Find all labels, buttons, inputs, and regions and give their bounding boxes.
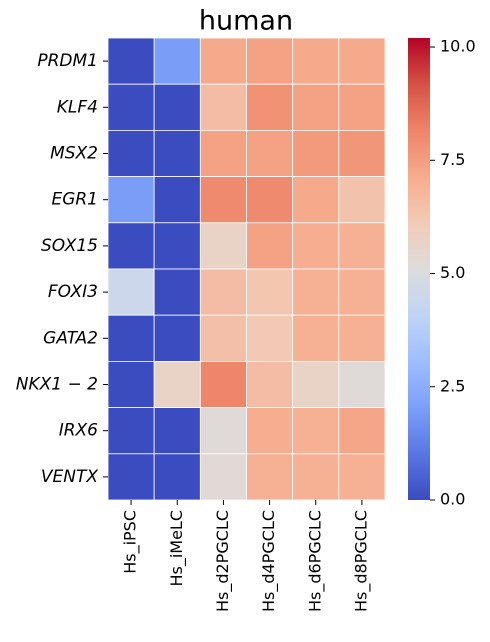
heatmap-cell — [292, 222, 340, 270]
heatmap-cell — [292, 176, 340, 224]
heatmap-cell — [246, 360, 294, 408]
heatmap-cell — [153, 129, 201, 177]
heatmap-cell — [107, 176, 155, 224]
row-label: FOXI3 — [48, 282, 98, 302]
column-label: Hs_d4PGCLC — [259, 510, 279, 612]
heatmap-cell — [107, 129, 155, 177]
heatmap-cell — [338, 407, 386, 455]
heatmap-cell — [199, 268, 247, 316]
heatmap-cell — [199, 360, 247, 408]
row-label: VENTX — [41, 467, 98, 487]
heatmap-cell — [153, 37, 201, 85]
heatmap-cell — [338, 129, 386, 177]
heatmap-cell — [153, 222, 201, 270]
heatmap-cell — [246, 222, 294, 270]
heatmap-cell — [107, 37, 155, 85]
row-label: GATA2 — [43, 328, 98, 348]
column-label: Hs_iPSC — [121, 510, 141, 574]
column-label: Hs_d2PGCLC — [213, 510, 233, 612]
heatmap-cell — [292, 360, 340, 408]
heatmap-cell — [199, 314, 247, 362]
heatmap-cell — [292, 453, 340, 501]
row-label: IRX6 — [59, 421, 98, 441]
heatmap-cell — [107, 314, 155, 362]
heatmap-cell — [107, 453, 155, 501]
heatmap-cell — [153, 407, 201, 455]
heatmap-cell — [246, 453, 294, 501]
colorbar — [408, 38, 430, 500]
heatmap-cell — [199, 176, 247, 224]
heatmap-cell — [246, 129, 294, 177]
colorbar-tick-label: 0.0 — [440, 490, 465, 509]
heatmap-cell — [292, 407, 340, 455]
heatmap-cell — [107, 268, 155, 316]
heatmap-cell — [338, 360, 386, 408]
heatmap-cell — [199, 37, 247, 85]
heatmap-cell — [153, 176, 201, 224]
heatmap-cell — [107, 222, 155, 270]
heatmap-cell — [292, 268, 340, 316]
heatmap-cell — [153, 453, 201, 501]
heatmap-cell — [292, 314, 340, 362]
heatmap-cell — [199, 407, 247, 455]
row-label: PRDM1 — [37, 51, 98, 71]
row-label: SOX15 — [41, 236, 98, 256]
column-label: Hs_d8PGCLC — [351, 510, 371, 612]
heatmap-cell — [107, 407, 155, 455]
heatmap-cell — [338, 176, 386, 224]
heatmap-cell — [153, 268, 201, 316]
heatmap-cell — [199, 83, 247, 131]
heatmap-cell — [338, 37, 386, 85]
row-label: NKX1 − 2 — [16, 375, 98, 395]
heatmap-cell — [246, 407, 294, 455]
heatmap-cell — [338, 83, 386, 131]
heatmap-cell — [338, 222, 386, 270]
heatmap-cell — [153, 314, 201, 362]
column-label: Hs_iMeLC — [167, 510, 187, 587]
heatmap-cell — [292, 37, 340, 85]
heatmap-cell — [246, 83, 294, 131]
heatmap-cell — [338, 314, 386, 362]
heatmap-cell — [292, 129, 340, 177]
heatmap-cell — [153, 360, 201, 408]
heatmap-cell — [246, 268, 294, 316]
heatmap-cell — [246, 37, 294, 85]
heatmap-cell — [338, 453, 386, 501]
heatmap-cell — [199, 222, 247, 270]
heatmap-cell — [153, 83, 201, 131]
chart-title: human — [199, 6, 293, 37]
row-label: MSX2 — [50, 144, 98, 164]
row-label: EGR1 — [51, 190, 98, 210]
column-label: Hs_d6PGCLC — [305, 510, 325, 612]
heatmap-cell — [246, 176, 294, 224]
heatmap-cell — [199, 129, 247, 177]
heatmap-cell — [199, 453, 247, 501]
colorbar-tick-label: 7.5 — [440, 150, 465, 169]
row-label: KLF4 — [57, 97, 98, 117]
heatmap-cell — [246, 314, 294, 362]
heatmap-cell — [107, 360, 155, 408]
colorbar-tick-label: 10.0 — [440, 37, 476, 56]
heatmap-cell — [338, 268, 386, 316]
colorbar-tick-label: 2.5 — [440, 376, 465, 395]
heatmap-cell — [107, 83, 155, 131]
heatmap-cell — [292, 83, 340, 131]
colorbar-tick-label: 5.0 — [440, 263, 465, 282]
